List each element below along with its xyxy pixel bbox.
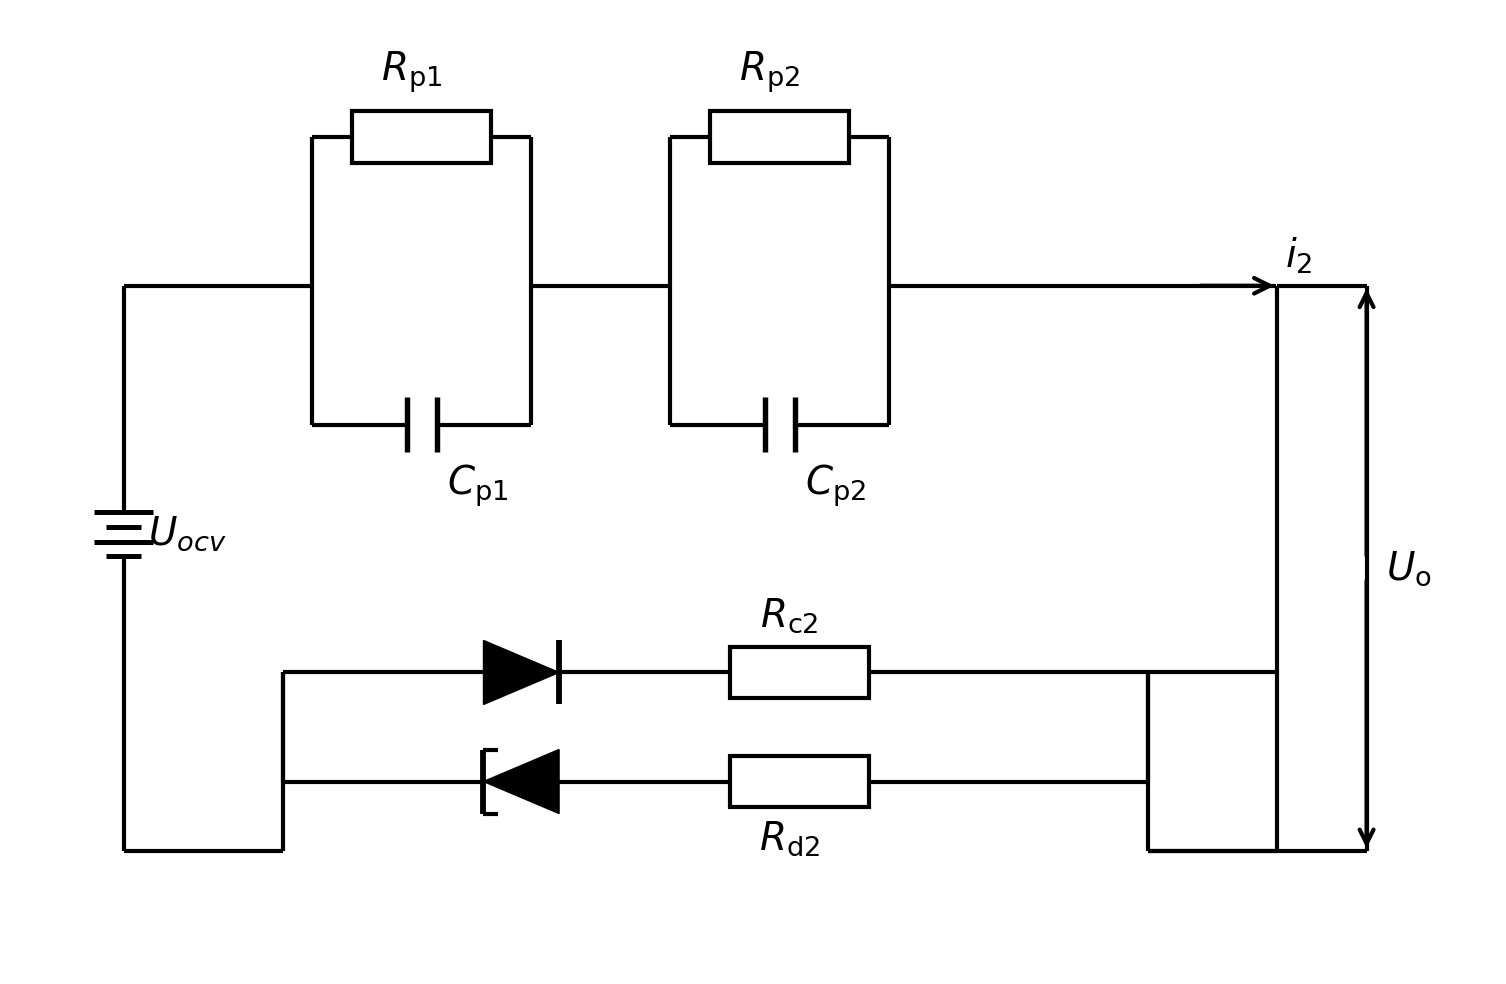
- Text: $U_{\rm o}$: $U_{\rm o}$: [1387, 549, 1432, 587]
- Polygon shape: [483, 641, 559, 705]
- Polygon shape: [483, 750, 559, 814]
- Text: $R_{\rm c2}$: $R_{\rm c2}$: [761, 596, 819, 635]
- Text: $R_{\rm d2}$: $R_{\rm d2}$: [759, 820, 821, 858]
- Text: $i_2$: $i_2$: [1285, 236, 1312, 277]
- Bar: [711, 111, 849, 162]
- Bar: [352, 111, 491, 162]
- Text: $C_{\rm p2}$: $C_{\rm p2}$: [804, 462, 866, 509]
- Text: $R_{\rm p1}$: $R_{\rm p1}$: [381, 49, 443, 95]
- Bar: [730, 646, 869, 699]
- Bar: [730, 756, 869, 807]
- Text: $C_{\rm p1}$: $C_{\rm p1}$: [447, 462, 508, 509]
- Text: $U_{ocv}$: $U_{ocv}$: [149, 515, 227, 553]
- Text: $R_{\rm p2}$: $R_{\rm p2}$: [739, 49, 800, 95]
